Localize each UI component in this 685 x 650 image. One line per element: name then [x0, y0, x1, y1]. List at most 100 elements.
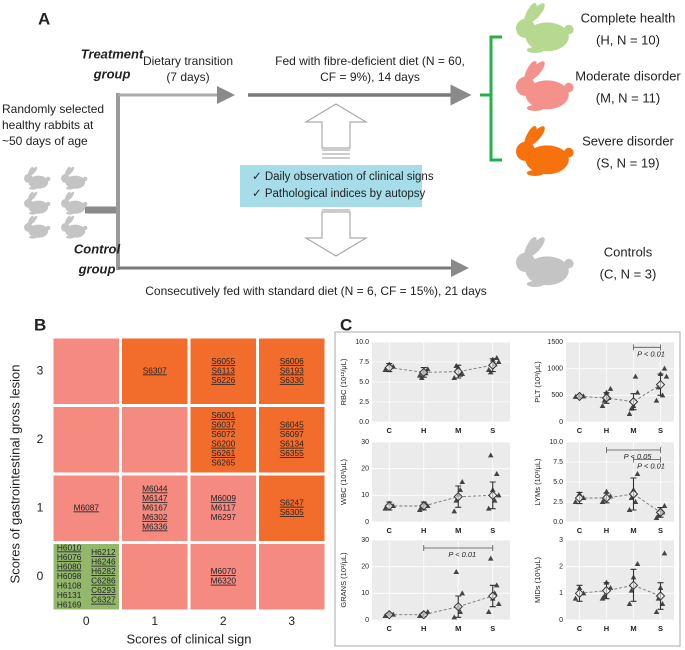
y-axis-title: GRANS (10³/μL): [339, 552, 348, 608]
data-point: [634, 561, 641, 566]
cell: [190, 544, 256, 610]
cell: [122, 338, 188, 404]
sample-id: C6286: [91, 576, 116, 586]
y-tick-label: 10: [361, 590, 369, 597]
x-tick-label: M: [455, 624, 461, 633]
y-tick-label: 0: [365, 519, 369, 526]
step-text: CF = 9%), 14 days: [320, 70, 420, 84]
y-tick-label: 10: [361, 492, 369, 499]
sample-id: M6009: [211, 493, 237, 503]
y-tick-label: 0: [365, 617, 369, 624]
x-tick-label: 1: [151, 614, 158, 628]
data-point: [661, 365, 668, 371]
x-tick-label: M: [455, 426, 461, 435]
sample-id: H6282: [91, 566, 116, 576]
tail: [564, 258, 574, 269]
group-label: Treatment: [81, 46, 144, 61]
significance-bracket: [423, 545, 494, 551]
data-point: [382, 505, 389, 511]
data-point: [495, 601, 502, 606]
data-point: [572, 499, 579, 504]
mean-marker: [419, 367, 429, 378]
y-tick-label: 1: [559, 590, 563, 597]
data-point: [453, 569, 460, 574]
foot: [526, 47, 544, 53]
data-point: [459, 479, 466, 484]
sample-id: H6076: [57, 552, 82, 562]
data-point: [451, 614, 458, 620]
hollow-arrow: [304, 103, 368, 149]
body: [28, 224, 49, 238]
body: [65, 224, 86, 238]
x-tick-label: M: [455, 526, 461, 535]
x-tick-label: H: [604, 624, 609, 633]
observation-text: ✓ Daily observation of clinical signs: [252, 171, 434, 183]
mean-line: [389, 494, 493, 507]
y-axis-title: RBC (10¹²/μL): [339, 358, 348, 405]
mean-line: [579, 493, 661, 513]
data-point: [457, 609, 464, 614]
panel-label: B: [34, 315, 46, 334]
cell: [190, 475, 256, 541]
foot: [526, 281, 544, 287]
data-point: [485, 609, 492, 614]
tail: [564, 24, 574, 35]
significance-bracket: [633, 456, 661, 463]
sample-id: M6117: [211, 502, 236, 512]
y-tick-label: 1500: [547, 339, 563, 346]
sample-id: S6001: [211, 410, 235, 420]
sample-id: S6330: [280, 375, 304, 385]
mean-marker: [384, 609, 394, 620]
mean-marker: [488, 591, 498, 601]
body: [65, 175, 86, 189]
data-point: [601, 593, 608, 598]
sample-id: S6247: [280, 498, 304, 508]
y-tick-label: 10.0: [355, 339, 369, 346]
observation-text: ✓ Pathological indices by autopsy: [252, 188, 426, 200]
hollow-arrow: [304, 211, 368, 257]
start-text: ~50 days of age: [2, 134, 88, 148]
data-point: [653, 609, 660, 614]
y-axis-title: Scores of gastrointestinal gross lesion: [7, 365, 22, 584]
ear: [528, 237, 545, 257]
y-axis-title: MIDs (10³/μL): [533, 557, 542, 603]
info-box: [240, 165, 422, 207]
sample-id: H6098: [57, 571, 82, 581]
x-tick-label: 3: [288, 614, 295, 628]
start-text: healthy rabbits at: [2, 118, 94, 132]
ear: [528, 61, 545, 81]
rabbit-icon: [516, 2, 574, 53]
sample-id: S6307: [143, 365, 167, 375]
cell: [259, 544, 325, 610]
data-point: [572, 595, 579, 601]
x-tick-label: H: [604, 426, 609, 435]
sample-id: H6212: [91, 547, 116, 557]
head: [516, 18, 536, 38]
data-point: [491, 497, 498, 503]
rabbit-icon: [61, 191, 88, 215]
foot: [65, 211, 74, 215]
cell: [122, 407, 188, 473]
outcome-name: Severe disorder: [582, 133, 674, 148]
mean-marker: [488, 360, 498, 370]
sample-id: S6045: [280, 420, 304, 430]
head: [516, 76, 536, 96]
x-tick-label: M: [630, 526, 636, 535]
y-tick-label: 0: [37, 569, 44, 583]
group-label: group: [78, 261, 116, 276]
data-point: [632, 373, 639, 379]
mean-marker: [655, 591, 666, 601]
stripes: [322, 149, 350, 159]
mean-marker: [453, 601, 463, 612]
mean-marker: [488, 490, 498, 501]
data-point: [382, 367, 389, 372]
cell: [190, 338, 256, 404]
plot-background: [372, 442, 510, 522]
tail: [83, 201, 88, 207]
sample-id: S6355: [280, 448, 304, 458]
p-value: P < 0.05: [624, 452, 653, 461]
body: [65, 200, 86, 214]
body: [525, 256, 569, 286]
head: [61, 222, 70, 232]
rabbit-icon: [61, 166, 88, 190]
